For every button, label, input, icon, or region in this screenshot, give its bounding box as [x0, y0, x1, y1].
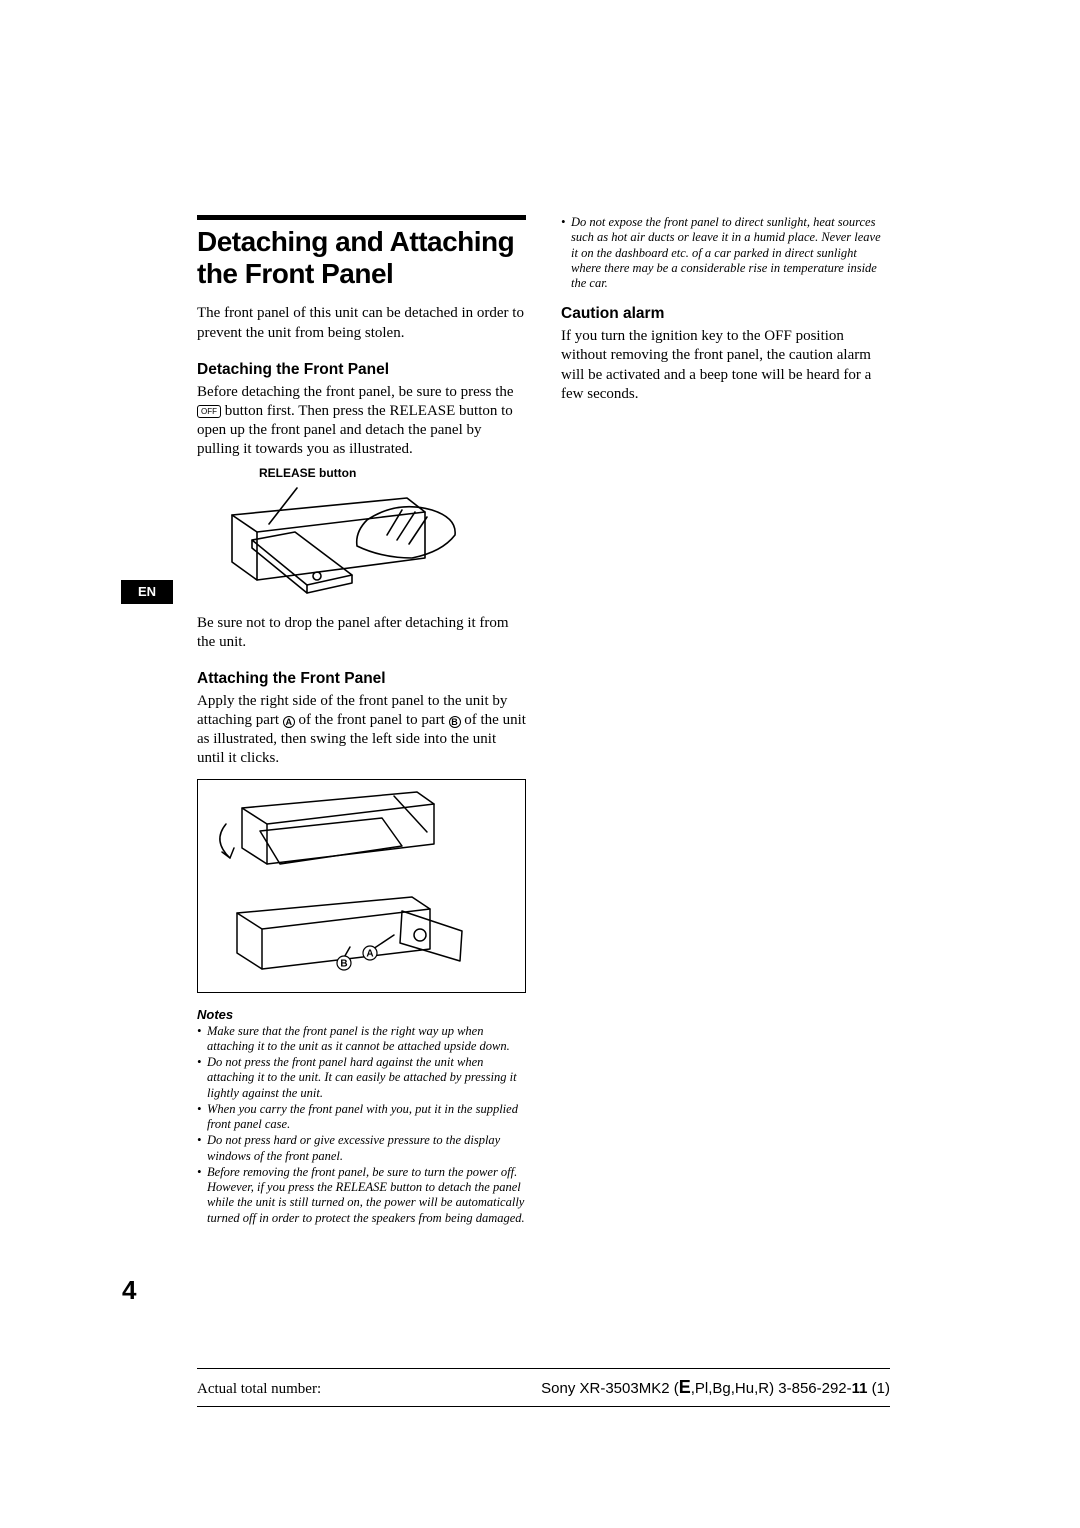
text: button first. Then press the RELEASE but… [197, 403, 513, 457]
subheading-attach: Attaching the Front Panel [197, 670, 526, 688]
label-a-icon: A [283, 716, 295, 728]
off-button-icon: OFF [197, 405, 221, 418]
label-b-icon: B [449, 716, 461, 728]
attach-illustration: A B [202, 786, 512, 986]
intro-text: The front panel of this unit can be deta… [197, 304, 526, 342]
caution-heading: Caution alarm [561, 305, 890, 323]
note-item: When you carry the front panel with you,… [197, 1102, 526, 1133]
note-item: Do not expose the front panel to direct … [561, 215, 890, 291]
text: of the front panel to part [295, 712, 449, 728]
figure-label: RELEASE button [259, 466, 526, 480]
language-tab: EN [121, 580, 173, 604]
text: Before detaching the front panel, be sur… [197, 384, 514, 400]
footer-bar: Actual total number: Sony XR-3503MK2 (E,… [197, 1368, 890, 1407]
note-item: Do not press hard or give excessive pres… [197, 1133, 526, 1164]
detach-body: Before detaching the front panel, be sur… [197, 383, 526, 460]
page-number: 4 [122, 1275, 136, 1306]
notes-heading: Notes [197, 1007, 526, 1022]
figure-detach: RELEASE button [197, 466, 526, 600]
detach-note: Be sure not to drop the panel after deta… [197, 614, 526, 652]
footer-left: Actual total number: [197, 1381, 321, 1398]
footer-right: Sony XR-3503MK2 (E,Pl,Bg,Hu,R) 3-856-292… [541, 1377, 890, 1398]
notes-list: Make sure that the front panel is the ri… [197, 1024, 526, 1226]
note-item: Before removing the front panel, be sure… [197, 1165, 526, 1226]
fig-label-b: B [340, 958, 347, 969]
attach-body: Apply the right side of the front panel … [197, 692, 526, 769]
subheading-detach: Detaching the Front Panel [197, 361, 526, 379]
caution-body: If you turn the ignition key to the OFF … [561, 327, 890, 404]
note-item: Make sure that the front panel is the ri… [197, 1024, 526, 1055]
detach-illustration [197, 480, 487, 600]
section-heading: Detaching and Attaching the Front Panel [197, 226, 526, 290]
note-item: Do not press the front panel hard agains… [197, 1055, 526, 1101]
figure-attach: A B [197, 779, 526, 993]
heading-line: Detaching and Attaching [197, 226, 514, 257]
right-column: Do not expose the front panel to direct … [561, 215, 890, 1227]
right-top-note: Do not expose the front panel to direct … [561, 215, 890, 291]
left-column: Detaching and Attaching the Front Panel … [197, 215, 526, 1227]
section-rule [197, 215, 526, 220]
fig-label-a: A [366, 948, 373, 959]
page-body: Detaching and Attaching the Front Panel … [197, 215, 890, 1227]
heading-line: the Front Panel [197, 258, 393, 289]
